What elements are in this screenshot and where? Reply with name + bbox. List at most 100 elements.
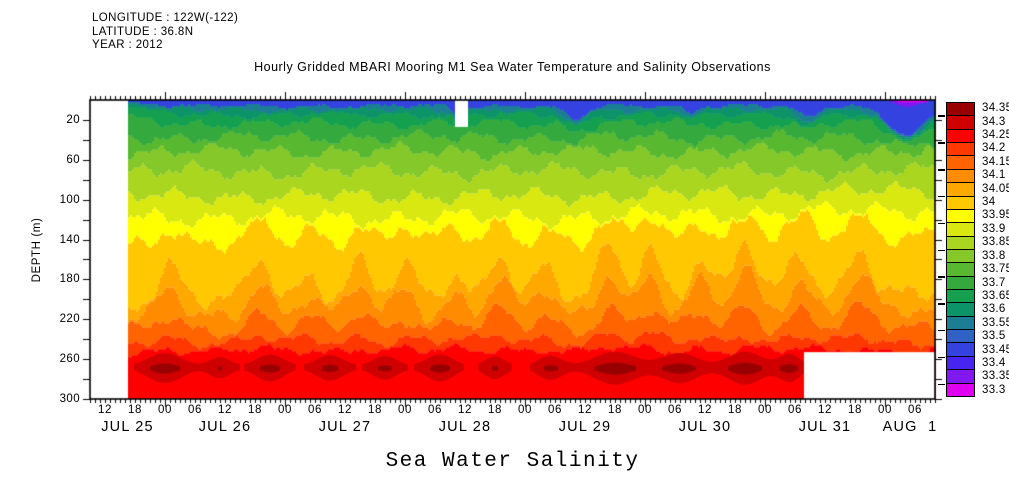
colorbar-label: 34.1: [982, 169, 1006, 182]
x-date-label: JUL 31: [798, 419, 852, 435]
colorbar-tick: [938, 169, 945, 171]
x-tick-label: 18: [848, 404, 862, 416]
y-tick-label: 100: [59, 193, 80, 206]
x-date-label: JUL 27: [318, 419, 372, 435]
colorbar-cell: [946, 275, 975, 291]
colorbar-label: 34.2: [982, 142, 1006, 155]
y-axis-label: DEPTH (m): [31, 217, 43, 283]
colorbar-label: 33.75: [982, 263, 1009, 276]
x-tick-label: 06: [308, 404, 322, 416]
colorbar-label: 34: [982, 196, 996, 209]
colorbar: [946, 102, 975, 397]
colorbar-label: 33.6: [982, 303, 1006, 316]
colorbar-tick: [938, 115, 945, 117]
colorbar-label: 33.35: [982, 370, 1009, 383]
colorbar-label: 33.5: [982, 330, 1006, 343]
colorbar-cell: [946, 342, 975, 357]
x-tick-label: 18: [128, 404, 142, 416]
colorbar-label: 33.3: [982, 383, 1006, 396]
colorbar-cell: [946, 155, 975, 170]
colorbar-cell: [946, 355, 975, 371]
colorbar-cell: [946, 142, 975, 157]
footer-variable-label: Sea Water Salinity: [385, 450, 640, 473]
colorbar-label: 34.15: [982, 155, 1009, 168]
x-tick-label: 00: [158, 404, 172, 416]
x-tick-label: 12: [218, 404, 232, 416]
x-date-label: JUL 25: [101, 419, 154, 435]
y-tick-label: 140: [59, 233, 80, 246]
y-tick-label: 260: [59, 353, 80, 366]
colorbar-cell: [946, 115, 975, 130]
colorbar-cell: [946, 369, 975, 384]
colorbar-cell: [946, 262, 975, 277]
x-date-label: JUL 30: [678, 419, 732, 435]
colorbar-tick: [938, 383, 945, 386]
colorbar-tick: [938, 276, 945, 278]
colorbar-label: 34.05: [982, 182, 1009, 195]
x-date-label: AUG 1: [882, 419, 938, 435]
x-tick-label: 06: [788, 404, 802, 416]
x-date-label: JUL 29: [558, 419, 612, 435]
y-tick-label: 20: [66, 113, 80, 126]
x-tick-label: 18: [368, 404, 382, 416]
colorbar-tick: [938, 303, 945, 305]
x-tick-label: 00: [758, 404, 772, 416]
x-tick-label: 06: [188, 404, 202, 416]
x-tick-label: 00: [278, 404, 292, 416]
x-tick-label: 18: [608, 404, 622, 416]
colorbar-label: 34.3: [982, 115, 1006, 128]
y-tick-label: 180: [59, 273, 80, 286]
colorbar-cell: [946, 289, 975, 304]
x-tick-label: 12: [338, 404, 352, 416]
x-tick-label: 00: [638, 404, 652, 416]
colorbar-cell: [946, 302, 975, 317]
colorbar-label: 33.7: [982, 276, 1006, 289]
x-date-label: JUL 28: [438, 419, 492, 435]
colorbar-tick: [938, 249, 945, 251]
colorbar-tick: [938, 356, 945, 359]
x-tick-label: 00: [398, 404, 412, 416]
colorbar-cell: [946, 222, 975, 237]
x-tick-label: 12: [458, 404, 472, 416]
colorbar-label: 33.9: [982, 222, 1006, 235]
colorbar-label: 34.25: [982, 129, 1009, 142]
colorbar-label: 33.4: [982, 356, 1006, 369]
colorbar-cell: [946, 195, 975, 210]
colorbar-tick: [938, 329, 945, 332]
x-tick-label: 12: [578, 404, 592, 416]
colorbar-label: 33.8: [982, 249, 1006, 262]
colorbar-tick: [938, 195, 945, 198]
header-year: YEAR : 2012: [92, 39, 163, 51]
x-tick-label: 00: [518, 404, 532, 416]
header-longitude: LONGITUDE : 122W(-122): [92, 12, 239, 24]
colorbar-label: 33.95: [982, 209, 1009, 222]
x-tick-label: 06: [668, 404, 682, 416]
colorbar-cell: [946, 128, 975, 144]
y-tick-label: 300: [59, 393, 80, 405]
header-block: LONGITUDE : 122W(-122) LATITUDE : 36.8N …: [92, 12, 238, 53]
colorbar-cell: [946, 102, 975, 117]
chart-title: Hourly Gridded MBARI Mooring M1 Sea Wate…: [254, 60, 771, 74]
header-latitude: LATITUDE : 36.8N: [92, 25, 194, 38]
x-tick-label: 12: [818, 404, 832, 416]
colorbar-cell: [946, 235, 975, 250]
x-tick-label: 12: [98, 404, 112, 416]
colorbar-cell: [946, 248, 975, 264]
x-tick-label: 00: [878, 404, 892, 416]
colorbar-cell: [946, 382, 975, 397]
y-tick-label: 60: [66, 153, 80, 166]
colorbar-cell: [946, 168, 975, 184]
x-tick-label: 06: [548, 404, 562, 416]
x-tick-label: 18: [728, 404, 742, 416]
x-tick-label: 18: [488, 404, 502, 416]
x-tick-label: 18: [248, 404, 262, 416]
colorbar-label: 33.45: [982, 343, 1009, 356]
colorbar-cell: [946, 208, 975, 224]
colorbar-tick: [938, 222, 945, 225]
colorbar-cell: [946, 329, 975, 344]
x-tick-label: 06: [908, 404, 922, 416]
colorbar-label: 33.85: [982, 236, 1009, 249]
colorbar-cell: [946, 315, 975, 331]
